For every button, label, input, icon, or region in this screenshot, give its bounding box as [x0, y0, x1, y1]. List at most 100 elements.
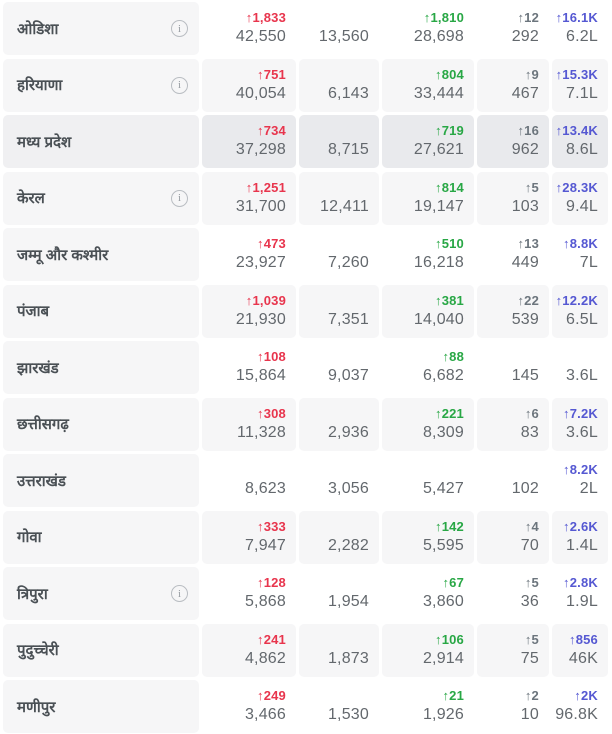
- recovered-value: 8,309: [422, 423, 464, 441]
- active-cell: 7,260: [299, 228, 379, 281]
- tested-cell: ↑13.4K 8.6L: [552, 115, 608, 168]
- active-delta: [299, 349, 369, 365]
- recovered-value: 33,444: [413, 84, 464, 102]
- active-value: 8,715: [327, 141, 369, 158]
- deceased-value: 102: [511, 480, 539, 497]
- table-row[interactable]: त्रिपुरा i ↑128 5,868 1,954 ↑67 3,860 ↑5…: [3, 567, 609, 620]
- state-cell: जम्मू और कश्मीर i: [3, 228, 199, 281]
- state-cell: पंजाब i: [3, 284, 199, 338]
- confirmed-delta: ↑333: [257, 518, 286, 534]
- active-value: 6,143: [327, 84, 369, 102]
- state-cell: मध्य प्रदेश i: [3, 115, 199, 168]
- table-row[interactable]: पंजाब i ↑1,039 21,930 7,351 ↑381 14,040 …: [3, 284, 609, 338]
- state-cell: त्रिपुरा i: [3, 567, 199, 620]
- deceased-cell: ↑5 36: [477, 567, 549, 620]
- tested-cell: ↑15.3K 7.1L: [552, 58, 608, 112]
- confirmed-value: 40,054: [235, 84, 286, 102]
- state-name: हरियाणा: [17, 77, 63, 94]
- active-cell: 2,282: [299, 510, 379, 564]
- table-row[interactable]: झारखंड i ↑108 15,864 9,037 ↑88 6,682 145…: [3, 341, 609, 394]
- recovered-value: 16,218: [413, 254, 464, 271]
- confirmed-delta: ↑1,039: [245, 292, 286, 308]
- state-name: केरल: [17, 190, 45, 207]
- recovered-delta: ↑719: [435, 123, 464, 138]
- active-value: 2,282: [327, 536, 369, 554]
- deceased-delta: ↑5: [524, 631, 539, 647]
- confirmed-cell: 8,623: [202, 454, 296, 507]
- active-cell: 2,936: [299, 397, 379, 451]
- recovered-delta: ↑106: [435, 631, 464, 647]
- deceased-cell: ↑4 70: [477, 510, 549, 564]
- info-icon[interactable]: i: [171, 585, 188, 602]
- confirmed-cell: ↑241 4,862: [202, 623, 296, 677]
- tested-cell: ↑2.8K 1.9L: [552, 567, 608, 620]
- deceased-delta: ↑16: [517, 123, 539, 138]
- tested-cell: ↑8.8K 7L: [552, 228, 608, 281]
- info-icon[interactable]: i: [171, 189, 188, 207]
- tested-value: 1.4L: [566, 536, 598, 554]
- tested-value: 2L: [579, 480, 598, 497]
- deceased-cell: ↑5 75: [477, 623, 549, 677]
- table-row[interactable]: जम्मू और कश्मीर i ↑473 23,927 7,260 ↑510…: [3, 228, 609, 281]
- recovered-delta: ↑21: [442, 688, 464, 703]
- active-cell: 1,873: [299, 623, 379, 677]
- confirmed-delta: [202, 462, 286, 478]
- confirmed-delta: ↑249: [257, 688, 286, 703]
- confirmed-value: 8,623: [244, 480, 286, 497]
- deceased-cell: ↑13 449: [477, 228, 549, 281]
- state-name: झारखंड: [17, 359, 59, 377]
- active-delta: [299, 688, 369, 704]
- tested-value: 3.6L: [566, 423, 598, 441]
- tested-delta: ↑2.6K: [563, 518, 598, 534]
- deceased-delta: ↑12: [517, 10, 539, 25]
- info-icon[interactable]: i: [171, 76, 188, 94]
- active-value: 1,530: [327, 706, 369, 723]
- confirmed-delta: ↑473: [257, 236, 286, 251]
- deceased-delta: ↑2: [524, 688, 539, 703]
- active-delta: [299, 519, 369, 535]
- active-value: 3,056: [327, 480, 369, 497]
- active-cell: 6,143: [299, 58, 379, 112]
- table-row[interactable]: मणीपुर i ↑249 3,466 1,530 ↑21 1,926 ↑2 1…: [3, 680, 609, 733]
- confirmed-value: 23,927: [235, 254, 286, 271]
- deceased-value: 10: [520, 706, 539, 723]
- confirmed-value: 4,862: [244, 649, 286, 667]
- recovered-cell: ↑804 33,444: [382, 58, 474, 112]
- deceased-delta: ↑6: [524, 405, 539, 421]
- table-row[interactable]: पुदुच्चेरी i ↑241 4,862 1,873 ↑106 2,914…: [3, 623, 609, 677]
- active-delta: [299, 632, 369, 648]
- table-row[interactable]: हरियाणा i ↑751 40,054 6,143 ↑804 33,444 …: [3, 58, 609, 112]
- deceased-value: 103: [511, 197, 539, 215]
- tested-value: 6.2L: [566, 28, 598, 45]
- confirmed-value: 3,466: [244, 706, 286, 723]
- recovered-cell: ↑67 3,860: [382, 567, 474, 620]
- active-value: 1,954: [327, 593, 369, 610]
- confirmed-value: 37,298: [235, 141, 286, 158]
- active-delta: [299, 123, 369, 139]
- recovered-cell: ↑88 6,682: [382, 341, 474, 394]
- recovered-cell: ↑1,810 28,698: [382, 2, 474, 55]
- active-value: 12,411: [320, 197, 369, 215]
- tested-value: 7L: [579, 254, 598, 271]
- recovered-value: 6,682: [422, 367, 464, 384]
- info-icon[interactable]: i: [171, 20, 188, 37]
- deceased-cell: ↑12 292: [477, 2, 549, 55]
- state-cell: झारखंड i: [3, 341, 199, 394]
- state-cell: हरियाणा i: [3, 58, 199, 112]
- active-delta: [299, 293, 369, 309]
- recovered-cell: ↑814 19,147: [382, 171, 474, 225]
- confirmed-cell: ↑1,251 31,700: [202, 171, 296, 225]
- table-row[interactable]: छत्तीसगढ़ i ↑308 11,328 2,936 ↑221 8,309…: [3, 397, 609, 451]
- table-row[interactable]: मध्य प्रदेश i ↑734 37,298 8,715 ↑719 27,…: [3, 115, 609, 168]
- table-row[interactable]: केरल i ↑1,251 31,700 12,411 ↑814 19,147 …: [3, 171, 609, 225]
- confirmed-delta: ↑751: [257, 66, 286, 82]
- confirmed-delta: ↑241: [257, 631, 286, 647]
- table-row[interactable]: ओडिशा i ↑1,833 42,550 13,560 ↑1,810 28,6…: [3, 2, 609, 55]
- confirmed-value: 5,868: [244, 593, 286, 610]
- confirmed-cell: ↑308 11,328: [202, 397, 296, 451]
- table-row[interactable]: गोवा i ↑333 7,947 2,282 ↑142 5,595 ↑4 70…: [3, 510, 609, 564]
- confirmed-cell: ↑734 37,298: [202, 115, 296, 168]
- deceased-delta: ↑4: [524, 518, 539, 534]
- table-row[interactable]: उत्तराखंड i 8,623 3,056 5,427 102 ↑8.2K …: [3, 454, 609, 507]
